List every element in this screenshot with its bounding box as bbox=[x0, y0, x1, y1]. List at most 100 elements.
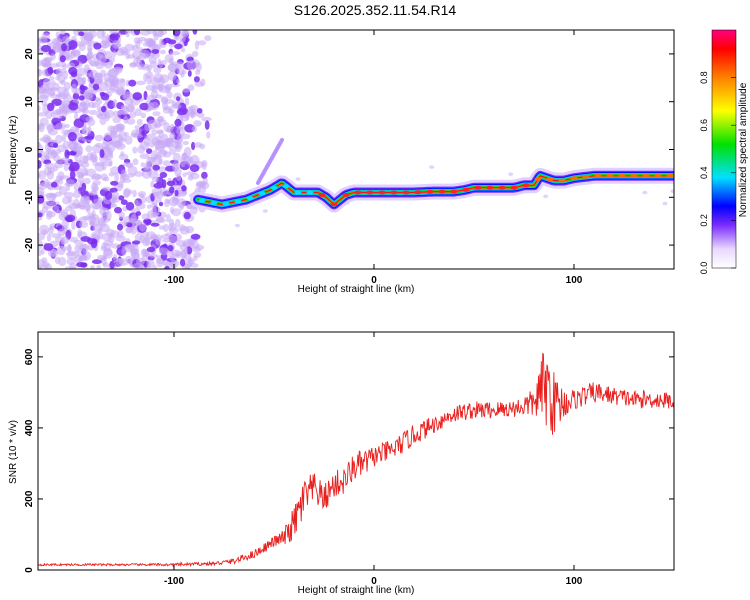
colorbar-tick-label: 0.6 bbox=[699, 119, 709, 132]
noise-blob bbox=[145, 84, 156, 91]
ridge-spot bbox=[210, 200, 218, 205]
noise-blob bbox=[111, 191, 120, 200]
noise-blob bbox=[101, 105, 107, 113]
noise-blob bbox=[101, 44, 108, 49]
noise-blob bbox=[134, 30, 141, 36]
noise-blob bbox=[98, 74, 103, 83]
ridge-spot bbox=[570, 176, 578, 181]
noise-blob bbox=[193, 76, 200, 83]
noise-blob bbox=[146, 246, 156, 253]
colorbar-label: Normalized spectral amplitude bbox=[738, 82, 749, 217]
noise-blob bbox=[189, 239, 195, 249]
noise-blob bbox=[108, 172, 115, 177]
noise-blob bbox=[157, 139, 165, 150]
noise-blob bbox=[54, 37, 62, 44]
noise-blob bbox=[84, 167, 89, 176]
noise-blob bbox=[137, 39, 143, 44]
noise-blob bbox=[146, 74, 152, 85]
noise-blob bbox=[100, 217, 111, 223]
noise-blob bbox=[63, 162, 69, 172]
noise-blob bbox=[189, 172, 200, 180]
noise-blob bbox=[94, 134, 104, 142]
noise-blob bbox=[66, 215, 73, 223]
ridge-spot bbox=[606, 173, 614, 178]
noise-blob bbox=[90, 265, 95, 269]
noise-blob bbox=[148, 253, 159, 258]
noise-blob bbox=[153, 73, 164, 83]
noise-blob bbox=[143, 165, 153, 173]
noise-blob bbox=[162, 179, 167, 189]
colorbar-tick-label: 0.4 bbox=[699, 167, 709, 180]
noise-blob bbox=[56, 86, 67, 95]
noise-blob bbox=[48, 76, 55, 81]
noise-blob bbox=[38, 105, 41, 112]
noise-blob bbox=[193, 120, 202, 127]
noise-blob bbox=[61, 134, 66, 142]
noise-blob bbox=[118, 126, 125, 132]
noise-blob bbox=[181, 30, 190, 37]
noise-blob bbox=[69, 262, 77, 269]
noise-blob bbox=[78, 204, 86, 210]
noise-blob bbox=[93, 42, 102, 50]
noise-blob bbox=[176, 198, 186, 208]
noise-blob bbox=[58, 256, 67, 267]
noise-blob bbox=[40, 84, 50, 92]
colorbar-tick-label: 0.2 bbox=[699, 214, 709, 227]
noise-blob bbox=[123, 132, 129, 137]
noise-blob bbox=[162, 107, 173, 114]
ridge-spot bbox=[318, 192, 326, 197]
noise-blob bbox=[86, 72, 92, 78]
noise-blob bbox=[125, 244, 135, 249]
y-tick-label: 600 bbox=[24, 348, 35, 365]
noise-blob bbox=[204, 35, 212, 42]
noise-blob bbox=[84, 135, 94, 140]
noise-blob bbox=[109, 80, 114, 87]
noise-blob bbox=[161, 96, 169, 105]
noise-blob bbox=[118, 195, 125, 201]
ridge-spot bbox=[402, 190, 410, 195]
y-tick-label: 0 bbox=[24, 567, 35, 573]
noise-blob bbox=[88, 214, 100, 220]
noise-blob bbox=[96, 103, 101, 113]
noise-blob bbox=[129, 111, 137, 119]
noise-blob bbox=[85, 145, 93, 153]
noise-blob bbox=[162, 160, 171, 167]
noise-blob bbox=[148, 57, 157, 64]
noise-blob bbox=[38, 160, 42, 169]
noise-blob bbox=[168, 148, 176, 155]
noise-blob bbox=[159, 85, 171, 94]
noise-blob bbox=[146, 95, 157, 101]
noise-blob bbox=[146, 40, 155, 48]
noise-blob bbox=[38, 212, 43, 218]
noise-blob bbox=[139, 102, 150, 111]
noise-blob bbox=[144, 123, 152, 131]
noise-blob bbox=[106, 87, 117, 94]
noise-blob bbox=[157, 116, 164, 123]
noise-blob bbox=[123, 188, 130, 198]
snr-panel: -100 0 100 0 200 400 600 Height of straight li… bbox=[8, 331, 675, 596]
noise-blob bbox=[169, 218, 175, 228]
noise-blob bbox=[38, 94, 49, 103]
noise-blob bbox=[662, 201, 668, 206]
colorbar-tick-label: 0.8 bbox=[699, 71, 709, 84]
noise-blob bbox=[105, 33, 111, 44]
ridge-spot bbox=[510, 185, 518, 190]
noise-blob bbox=[56, 245, 66, 256]
noise-blob bbox=[183, 155, 194, 162]
noise-blob bbox=[140, 112, 146, 119]
noise-blob bbox=[73, 182, 80, 192]
ridge-spot bbox=[306, 190, 314, 195]
noise-blob bbox=[109, 187, 118, 193]
noise-blob bbox=[192, 256, 198, 261]
noise-blob bbox=[145, 236, 150, 246]
noise-blob bbox=[187, 84, 195, 91]
noise-blob bbox=[49, 193, 58, 199]
noise-blob bbox=[136, 257, 145, 266]
noise-blob bbox=[83, 31, 94, 41]
noise-blob bbox=[88, 190, 98, 196]
noise-blob bbox=[126, 30, 135, 34]
noise-blob bbox=[55, 67, 62, 78]
noise-blob bbox=[195, 182, 205, 189]
ridge-spot bbox=[630, 173, 638, 178]
